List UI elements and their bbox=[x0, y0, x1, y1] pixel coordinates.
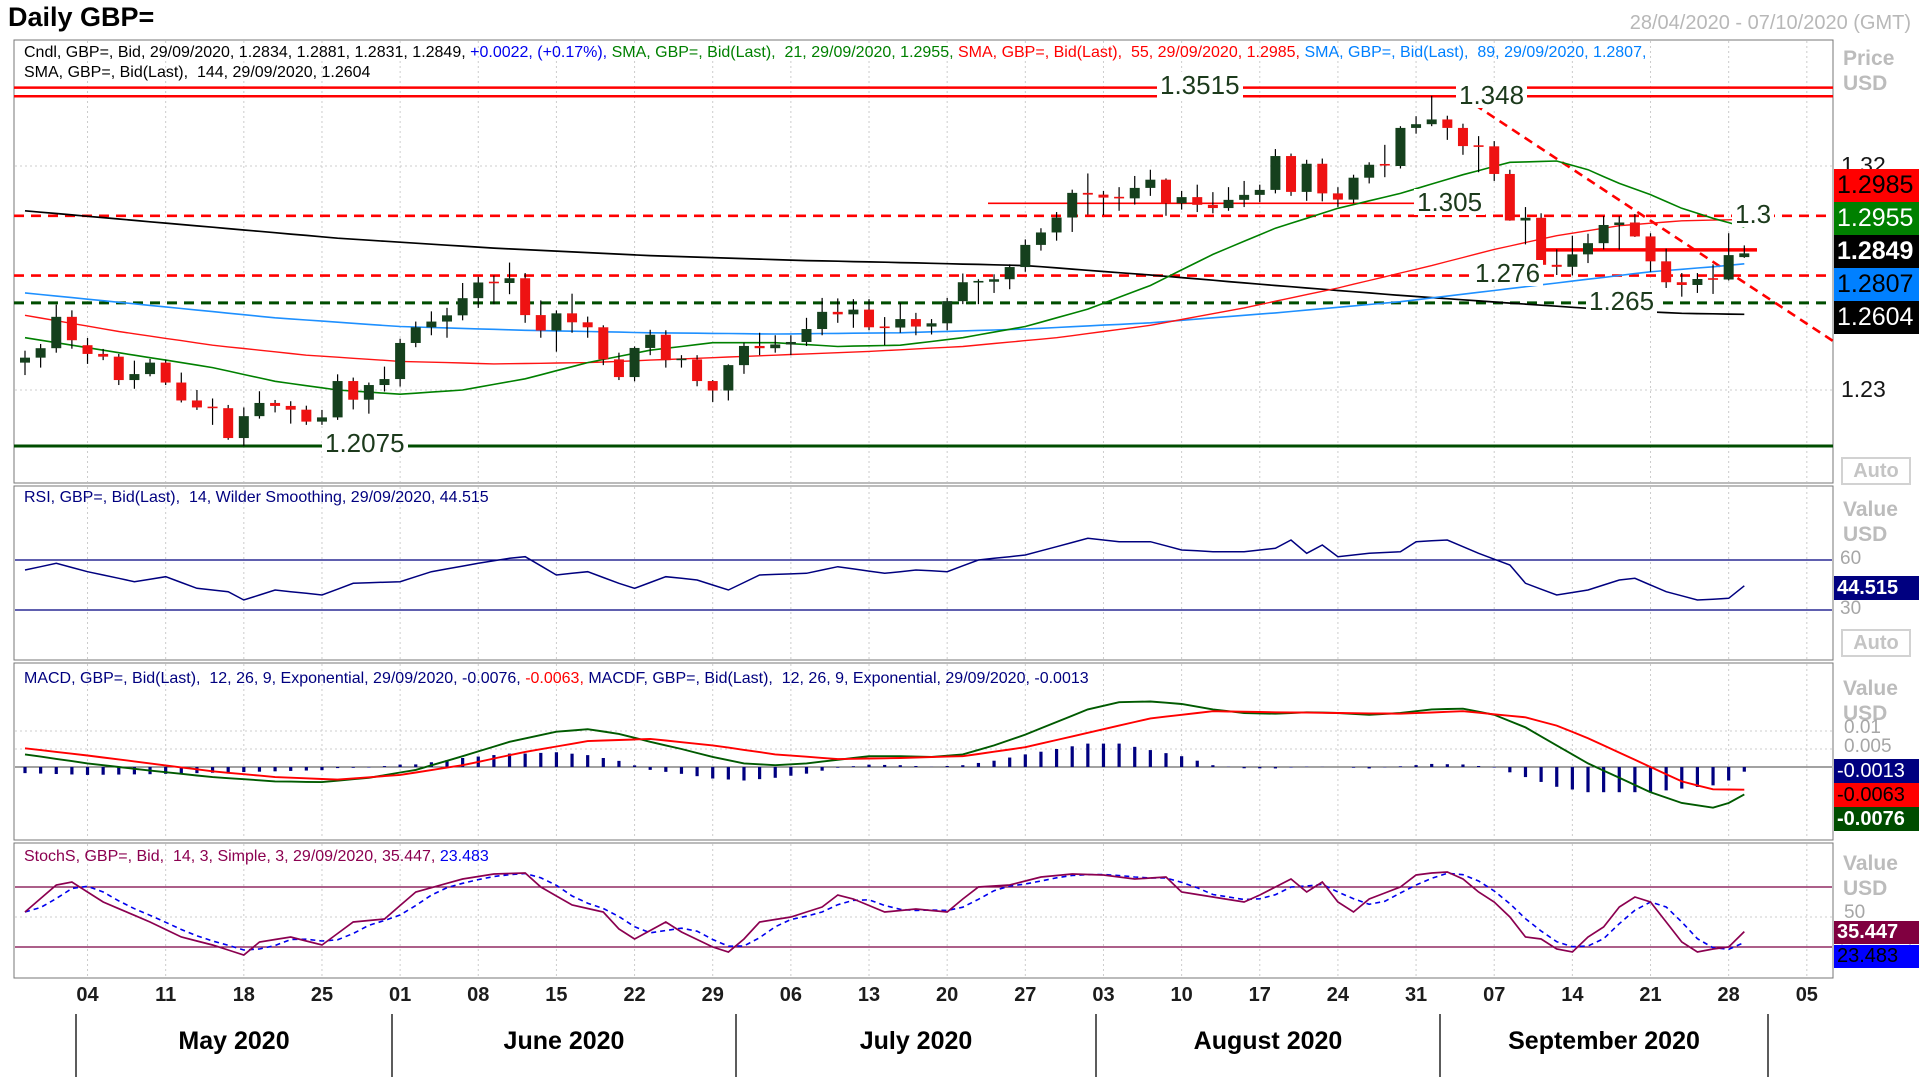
x-axis-day-label: 07 bbox=[1483, 984, 1506, 1006]
axis-value-badge: 35.447 bbox=[1834, 921, 1919, 944]
macd-tick-001: 0.01 bbox=[1844, 717, 1881, 738]
legend-segment: 23.483 bbox=[439, 848, 489, 865]
price-level-label-1276: 1.276 bbox=[1472, 260, 1544, 286]
date-range-label: 28/04/2020 - 07/10/2020 (GMT) bbox=[1629, 12, 1911, 34]
x-axis-day-label: 05 bbox=[1795, 984, 1818, 1006]
axis-value-badge: -0.0063 bbox=[1834, 783, 1919, 807]
legend-segment: RSI, GBP=, Bid(Last), 14, Wilder Smoothi… bbox=[24, 489, 489, 506]
macd-tick-0005: 0.005 bbox=[1844, 736, 1892, 757]
axis-value-badge: 1.2985 bbox=[1834, 169, 1919, 202]
x-axis-day-label: 15 bbox=[545, 984, 568, 1006]
price-auto-scale-button[interactable]: Auto bbox=[1841, 457, 1911, 485]
stoch-tick-50: 50 bbox=[1844, 902, 1866, 923]
legend-segment: Cndl, GBP=, Bid, 29/09/2020, 1.2834, 1.2… bbox=[24, 44, 471, 61]
x-axis-day-label: 20 bbox=[936, 984, 959, 1006]
x-axis-day-label: 13 bbox=[857, 984, 881, 1006]
axis-value-badge: 23.483 bbox=[1834, 945, 1919, 968]
axis-value-badge: 1.2955 bbox=[1834, 202, 1919, 235]
x-axis-day-label: 27 bbox=[1014, 984, 1037, 1006]
x-axis-day-label: 10 bbox=[1170, 984, 1193, 1006]
x-axis-day-label: 24 bbox=[1326, 984, 1350, 1006]
macd-axis-title: Value USD bbox=[1843, 677, 1898, 725]
rsi-tick-60: 60 bbox=[1840, 548, 1862, 569]
price-level-label-1348: 1.348 bbox=[1456, 82, 1528, 108]
price-level-label-1305: 1.305 bbox=[1414, 189, 1486, 215]
legend-segment: StochS, GBP=, Bid, 14, 3, Simple, 3, 29/… bbox=[24, 848, 440, 865]
x-axis-month-label: June 2020 bbox=[503, 1027, 625, 1055]
x-axis-day-label: 31 bbox=[1404, 984, 1428, 1006]
price-level-label-13515: 1.3515 bbox=[1157, 72, 1243, 98]
rsi-axis-title: Value USD bbox=[1843, 498, 1898, 546]
axis-value-badge: 1.2807 bbox=[1834, 268, 1919, 301]
price-axis-title: Price USD bbox=[1843, 47, 1895, 95]
axis-value-badge: 44.515 bbox=[1834, 576, 1919, 600]
price-level-label-1265: 1.265 bbox=[1586, 288, 1658, 314]
x-axis-month-label: May 2020 bbox=[178, 1027, 290, 1055]
legend-segment: SMA, GBP=, Bid(Last), 55, 29/09/2020, 1.… bbox=[958, 44, 1305, 61]
rsi-legend: RSI, GBP=, Bid(Last), 14, Wilder Smoothi… bbox=[24, 489, 489, 507]
legend-segment: SMA, GBP=, Bid(Last), 21, 29/09/2020, 1.… bbox=[611, 44, 958, 61]
price-level-label-12075: 1.2075 bbox=[322, 430, 408, 456]
x-axis-day-label: 11 bbox=[155, 984, 177, 1006]
stoch-axis-title: Value USD bbox=[1843, 852, 1898, 900]
x-axis-day-label: 21 bbox=[1639, 984, 1662, 1006]
axis-value-badge: -0.0013 bbox=[1834, 759, 1919, 783]
price-legend-line-1: Cndl, GBP=, Bid, 29/09/2020, 1.2834, 1.2… bbox=[24, 44, 1646, 62]
rsi-tick-30: 30 bbox=[1840, 598, 1862, 619]
legend-segment: -0.0063, bbox=[525, 670, 589, 687]
x-axis-day-label: 29 bbox=[701, 984, 724, 1006]
page-title: Daily GBP= bbox=[8, 2, 155, 32]
stoch-legend: StochS, GBP=, Bid, 14, 3, Simple, 3, 29/… bbox=[24, 848, 489, 866]
x-axis-day-label: 25 bbox=[310, 984, 334, 1006]
price-legend-line-2: SMA, GBP=, Bid(Last), 144, 29/09/2020, 1… bbox=[24, 64, 370, 82]
macd-legend: MACD, GBP=, Bid(Last), 12, 26, 9, Expone… bbox=[24, 670, 1089, 688]
legend-segment: MACDF, GBP=, Bid(Last), 12, 26, 9, Expon… bbox=[588, 670, 1089, 687]
legend-segment: SMA, GBP=, Bid(Last), 144, 29/09/2020, 1… bbox=[24, 64, 371, 81]
price-level-label-13: 1.3 bbox=[1732, 201, 1775, 227]
legend-segment: MACD, GBP=, Bid(Last), 12, 26, 9, Expone… bbox=[24, 670, 526, 687]
legend-segment: +0.0022, (+0.17%), bbox=[470, 44, 612, 61]
x-axis-day-label: 04 bbox=[76, 984, 99, 1006]
axis-value-badge: 1.2604 bbox=[1834, 301, 1919, 334]
rsi-auto-scale-button[interactable]: Auto bbox=[1841, 629, 1911, 657]
x-axis-day-label: 06 bbox=[779, 984, 802, 1006]
x-axis-day-label: 18 bbox=[232, 984, 255, 1006]
price-tick-1-23: 1.23 bbox=[1841, 376, 1886, 402]
x-axis-day-label: 22 bbox=[623, 984, 646, 1006]
x-axis-day-label: 28 bbox=[1717, 984, 1740, 1006]
axis-value-badge: 1.2849 bbox=[1834, 235, 1919, 268]
x-axis-day-label: 08 bbox=[467, 984, 490, 1006]
x-axis-month-label: September 2020 bbox=[1508, 1027, 1700, 1055]
x-axis-month-label: July 2020 bbox=[859, 1027, 973, 1055]
x-axis-day-label: 03 bbox=[1092, 984, 1115, 1006]
axis-value-badge: -0.0076 bbox=[1834, 807, 1919, 831]
x-axis-day-label: 17 bbox=[1248, 984, 1271, 1006]
x-axis-day-label: 14 bbox=[1561, 984, 1584, 1006]
x-axis-month-label: August 2020 bbox=[1193, 1027, 1343, 1055]
legend-segment: SMA, GBP=, Bid(Last), 89, 29/09/2020, 1.… bbox=[1304, 44, 1647, 61]
x-axis-day-label: 01 bbox=[388, 984, 412, 1006]
